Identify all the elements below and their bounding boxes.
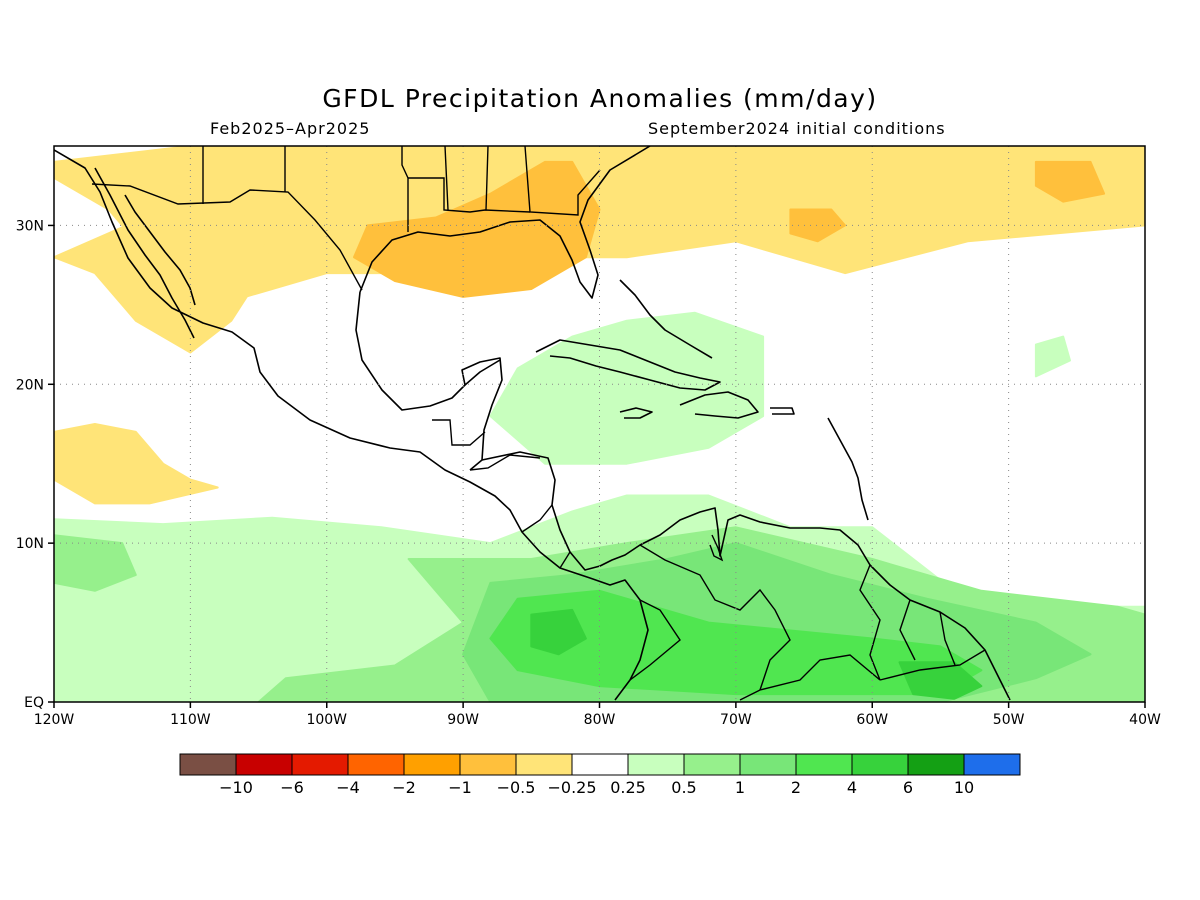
guyana-suriname-border bbox=[899, 599, 916, 661]
axis-ticks: 120W 110W 100W 90W 80W 70W 60W 50W 40W EQ 10N 20N 30… bbox=[16, 218, 1161, 728]
colorbar-label: 4 bbox=[847, 778, 857, 797]
pacific-coast bbox=[54, 149, 649, 701]
colorbar-label: −4 bbox=[336, 778, 360, 797]
brazil-border bbox=[879, 649, 986, 681]
gulf-coast bbox=[359, 146, 651, 299]
us-state-lines-6 bbox=[485, 146, 489, 211]
colorbar-swatch bbox=[403, 753, 461, 776]
colorbar: −10 −6 −4 −2 −1 −0.5 −0.25 0.25 0.5 1 2 4 6 10 bbox=[179, 753, 1021, 797]
anomaly-region-2 bbox=[353, 160, 601, 298]
anomaly-region-1 bbox=[54, 176, 274, 354]
colorbar-label: 0.25 bbox=[610, 778, 646, 797]
x-tick-label: 100W bbox=[306, 712, 347, 728]
colorbar-swatch bbox=[963, 753, 1021, 776]
colorbar-swatch bbox=[627, 753, 685, 776]
colorbar-swatch bbox=[347, 753, 405, 776]
forecast-period: Feb2025–Apr2025 bbox=[210, 119, 371, 138]
x-tick-label: 40W bbox=[1129, 712, 1161, 728]
central-america-borders-4 bbox=[559, 551, 571, 569]
colorbar-label: −2 bbox=[392, 778, 416, 797]
us-mexico-border bbox=[91, 183, 363, 291]
colorbar-swatch bbox=[515, 753, 573, 776]
us-state-lines-4 bbox=[408, 177, 531, 213]
colorbar-label: −0.5 bbox=[497, 778, 536, 797]
colorbar-swatch bbox=[795, 753, 853, 776]
anomaly-region-13 bbox=[54, 534, 137, 592]
x-tick-label: 110W bbox=[170, 712, 211, 728]
x-tick-label: 120W bbox=[34, 712, 75, 728]
anomaly-region-16 bbox=[489, 589, 983, 696]
anomaly-region-11 bbox=[489, 311, 765, 465]
hispaniola bbox=[679, 391, 759, 419]
lake-maracaibo bbox=[709, 534, 724, 562]
gulf-of-california bbox=[124, 194, 196, 306]
venezuela-guyana-border bbox=[859, 564, 881, 681]
jamaica bbox=[619, 407, 653, 419]
colorbar-label: 6 bbox=[903, 778, 913, 797]
colorbar-swatch bbox=[235, 753, 293, 776]
colorbar-label: −6 bbox=[280, 778, 304, 797]
colombia-ecuador-border bbox=[629, 599, 681, 681]
central-america-borders-2 bbox=[469, 454, 541, 471]
colorbar-label: 1 bbox=[735, 778, 745, 797]
y-tick-label: 20N bbox=[16, 377, 44, 393]
central-america-borders bbox=[432, 419, 486, 446]
colorbar-swatch bbox=[683, 753, 741, 776]
anomaly-region-4 bbox=[1034, 160, 1106, 203]
colorbar-label: −1 bbox=[448, 778, 472, 797]
colorbar-label: −10 bbox=[219, 778, 253, 797]
map-title: GFDL Precipitation Anomalies (mm/day) bbox=[322, 84, 878, 113]
puerto-rico bbox=[770, 407, 795, 415]
us-state-lines-5 bbox=[444, 146, 449, 211]
anomaly-shading bbox=[54, 146, 1145, 702]
anomaly-region-5 bbox=[54, 423, 219, 505]
country-borders bbox=[91, 146, 986, 701]
colorbar-swatch bbox=[291, 753, 349, 776]
anomaly-region-12 bbox=[1034, 335, 1071, 378]
x-tick-label: 90W bbox=[447, 712, 479, 728]
colorbar-label: 2 bbox=[791, 778, 801, 797]
y-tick-label: 10N bbox=[16, 536, 44, 552]
colorbar-label: 0.5 bbox=[671, 778, 696, 797]
y-tick-label: 30N bbox=[16, 218, 44, 234]
coastlines bbox=[54, 146, 1011, 701]
colorbar-swatch bbox=[739, 753, 797, 776]
anomaly-region-18 bbox=[898, 661, 983, 700]
colorbar-swatch bbox=[907, 753, 965, 776]
colorbar-swatch bbox=[459, 753, 517, 776]
x-tick-label: 60W bbox=[856, 712, 888, 728]
colorbar-swatch bbox=[179, 753, 237, 776]
colorbar-label: 10 bbox=[954, 778, 974, 797]
baja-california bbox=[94, 167, 195, 339]
colorbar-swatch bbox=[851, 753, 909, 776]
colorbar-swatch bbox=[571, 753, 629, 776]
us-state-lines-3 bbox=[401, 146, 409, 232]
peru-brazil-border bbox=[739, 654, 881, 701]
colombia-venezuela-border bbox=[639, 544, 791, 691]
bahamas bbox=[619, 279, 713, 359]
x-tick-label: 50W bbox=[993, 712, 1025, 728]
x-tick-label: 70W bbox=[720, 712, 752, 728]
suriname-french-guiana-border bbox=[939, 611, 956, 666]
x-tick-label: 80W bbox=[584, 712, 616, 728]
lesser-antilles bbox=[827, 417, 869, 521]
anomaly-region-3 bbox=[789, 208, 846, 243]
mexico-gulf-coast bbox=[355, 291, 503, 471]
caribbean-coast-central-america bbox=[481, 451, 1011, 701]
yucatan bbox=[464, 359, 501, 386]
anomaly-region-17 bbox=[530, 608, 587, 656]
cuba bbox=[535, 339, 721, 391]
initial-conditions: September2024 initial conditions bbox=[648, 119, 946, 138]
central-america-borders-3 bbox=[521, 504, 553, 533]
us-state-lines-7 bbox=[524, 146, 601, 216]
y-tick-label: EQ bbox=[24, 695, 44, 711]
colorbar-label: −0.25 bbox=[547, 778, 596, 797]
